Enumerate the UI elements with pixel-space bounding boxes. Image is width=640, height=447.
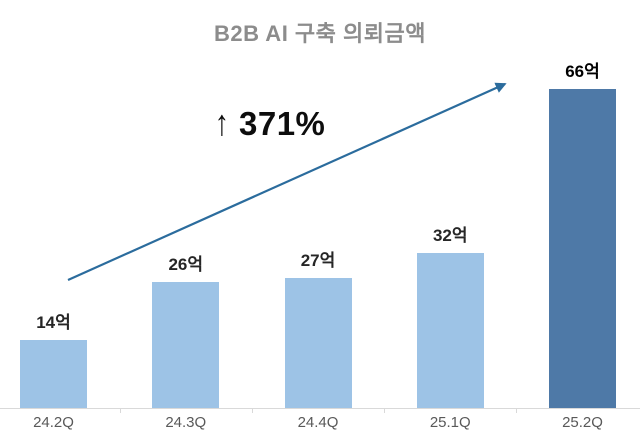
x-axis-label: 25.1Q [429, 414, 471, 431]
bar-value-label: 32억 [432, 226, 468, 246]
bar-25.2Q [549, 89, 616, 408]
x-axis-tick [516, 409, 518, 413]
bar-value-label: 14억 [36, 313, 71, 333]
growth-percentage: 371% [239, 104, 326, 142]
x-axis-label: 25.2Q [562, 414, 603, 431]
bar-value-label: 66억 [565, 62, 600, 82]
bar-value-label: 26억 [168, 255, 204, 275]
x-axis-tick [384, 409, 386, 413]
x-axis-tick [119, 409, 121, 413]
bar-25.1Q [416, 253, 484, 408]
x-axis-line [0, 408, 640, 409]
x-axis-label: 24.4Q [297, 414, 339, 431]
up-arrow-icon: ↑ [214, 102, 230, 143]
bar-value-label: 27억 [300, 250, 336, 270]
growth-annotation: ↑ 371% [213, 105, 325, 141]
bar-24.2Q [20, 340, 87, 408]
x-axis-tick [251, 409, 253, 413]
x-axis-label: 24.3Q [165, 414, 207, 431]
chart-title: B2B AI 구축 의뢰금액 [214, 21, 426, 46]
bar-24.3Q [152, 282, 220, 408]
x-axis-label: 24.2Q [33, 414, 74, 431]
bar-24.4Q [284, 277, 352, 408]
